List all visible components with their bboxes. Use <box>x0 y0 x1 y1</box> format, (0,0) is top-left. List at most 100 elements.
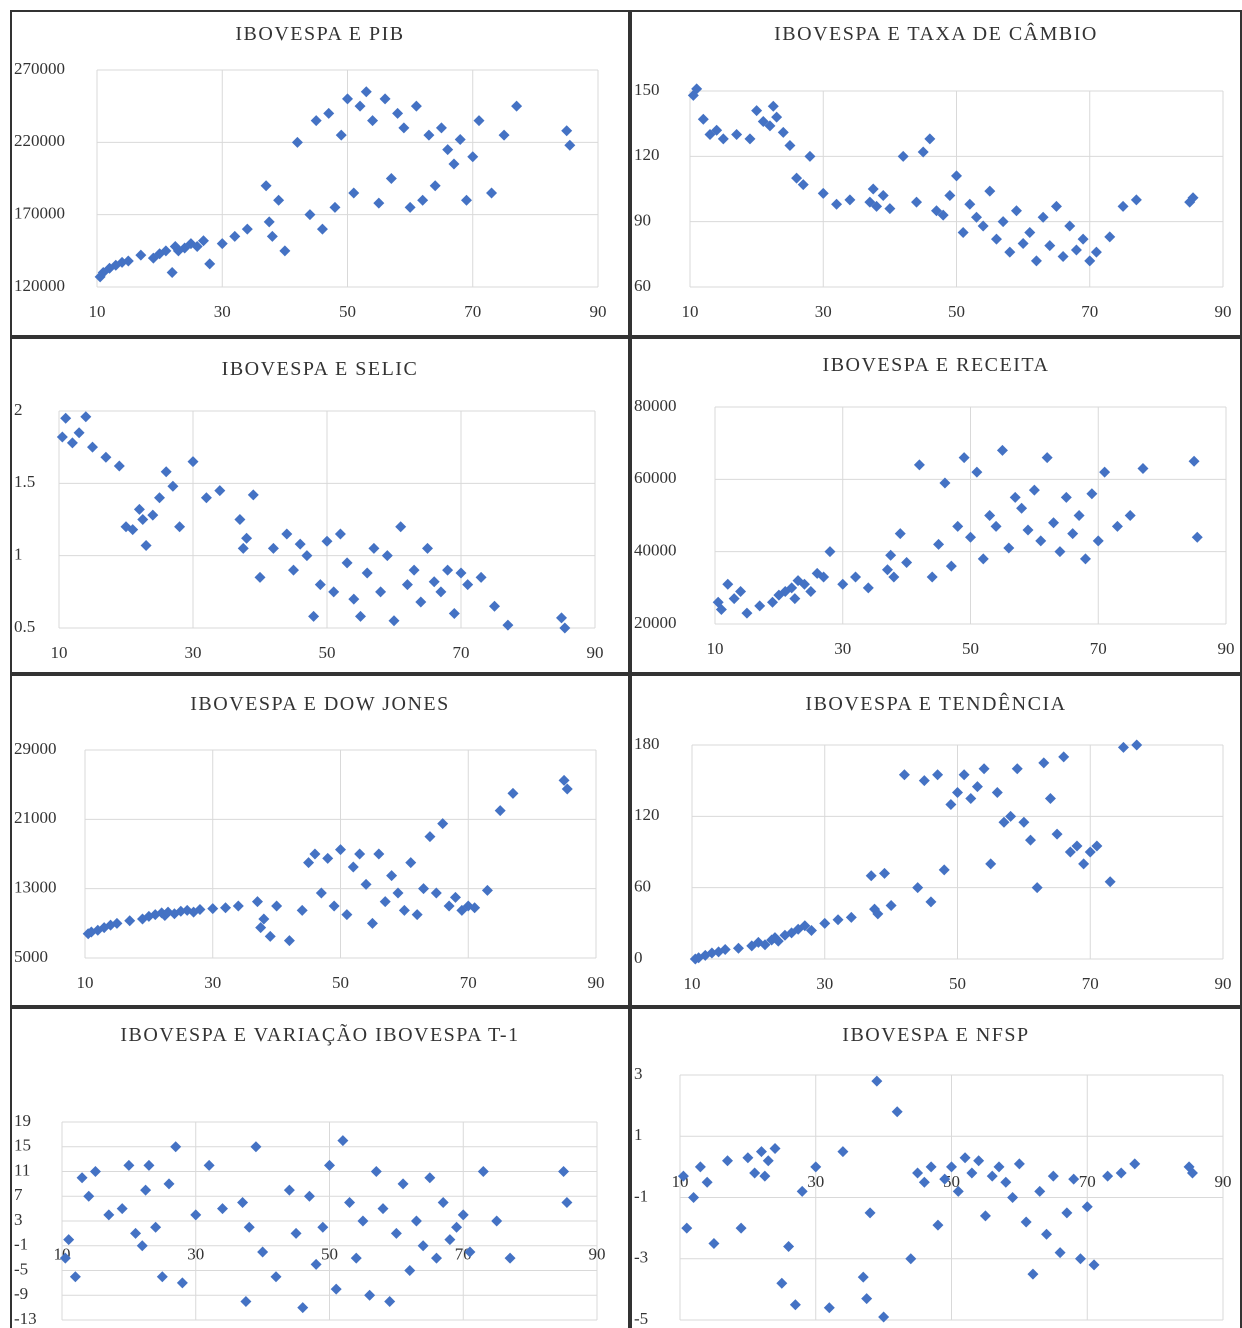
data-point <box>379 896 391 908</box>
data-point <box>1050 200 1062 212</box>
data-point <box>360 86 372 98</box>
data-point <box>1104 231 1116 243</box>
data-point <box>1187 192 1199 204</box>
data-point <box>429 180 441 192</box>
data-point <box>113 460 125 472</box>
y-tick-label: 15 <box>14 1136 31 1155</box>
chart-title: IBOVESPA E NFSP <box>842 1024 1030 1046</box>
data-point <box>993 1161 1005 1173</box>
data-point <box>56 431 68 443</box>
data-point <box>243 1221 255 1233</box>
data-point <box>1004 246 1016 258</box>
data-point <box>561 783 573 795</box>
data-point <box>454 133 466 145</box>
data-point <box>317 1221 329 1233</box>
data-point <box>823 1302 835 1314</box>
data-point <box>697 113 709 125</box>
data-point <box>755 1146 767 1158</box>
data-point <box>1191 531 1203 543</box>
data-point <box>561 1196 573 1208</box>
data-point <box>1188 455 1200 467</box>
data-point <box>797 179 809 191</box>
data-point <box>314 579 326 591</box>
data-point <box>1020 1216 1032 1228</box>
data-point <box>491 1215 503 1227</box>
data-point <box>977 220 989 232</box>
x-tick-label: 90 <box>1215 1172 1232 1191</box>
data-point <box>80 411 92 423</box>
data-point <box>89 1166 101 1177</box>
data-point <box>334 528 346 540</box>
data-point <box>1011 763 1023 775</box>
chart-title: IBOVESPA E TENDÊNCIA <box>805 693 1067 715</box>
data-point <box>122 255 134 267</box>
data-point <box>1074 1253 1086 1265</box>
data-point <box>494 805 506 817</box>
data-point <box>194 903 206 915</box>
data-point <box>888 571 900 583</box>
data-point <box>971 781 983 793</box>
data-point <box>952 1185 964 1197</box>
data-point <box>764 120 776 132</box>
data-point <box>952 520 964 532</box>
data-point <box>424 831 436 843</box>
data-point <box>241 223 253 235</box>
data-point <box>1071 840 1083 852</box>
data-point <box>877 190 889 202</box>
data-point <box>1067 528 1079 540</box>
data-point <box>1129 1158 1141 1170</box>
y-tick-label: 3 <box>14 1210 23 1229</box>
data-point <box>784 139 796 151</box>
data-point <box>751 105 763 117</box>
y-tick-label: 170000 <box>14 204 65 223</box>
data-point <box>498 129 510 141</box>
data-point <box>97 267 109 279</box>
data-point <box>410 1215 422 1227</box>
chart-panel: 60 90 120 150 10 30 50 70 90 IBOVESPA E TAXA DE C… <box>630 10 1242 337</box>
data-point <box>288 564 299 576</box>
data-point <box>63 1234 75 1246</box>
data-point <box>303 857 315 869</box>
data-point <box>1099 466 1111 478</box>
data-point <box>772 935 784 947</box>
data-point <box>766 596 778 608</box>
data-point <box>884 203 896 215</box>
data-point <box>1078 858 1090 870</box>
data-point <box>271 900 283 912</box>
data-point <box>977 553 989 565</box>
data-point <box>1013 1158 1025 1170</box>
data-point <box>1054 1247 1066 1259</box>
data-point <box>891 1106 903 1118</box>
data-point <box>335 129 347 141</box>
data-point <box>207 903 219 915</box>
data-point <box>390 1227 402 1239</box>
data-point <box>370 1166 382 1177</box>
data-point <box>917 146 929 158</box>
data-point <box>431 1252 442 1264</box>
chart: 5000 13000 21000 29000 10 30 50 70 90 <box>14 739 605 992</box>
data-point <box>366 917 378 929</box>
data-point <box>926 571 938 583</box>
data-point <box>368 542 380 554</box>
data-point <box>742 1152 754 1164</box>
data-point <box>951 170 962 182</box>
data-point <box>267 542 279 554</box>
data-point <box>978 763 990 775</box>
y-tick-label: 0.5 <box>14 617 35 636</box>
data-point <box>341 909 353 921</box>
data-point <box>762 1155 774 1167</box>
data-point <box>944 190 956 202</box>
data-point <box>878 1311 890 1323</box>
chart-title: IBOVESPA E PIB <box>235 23 405 45</box>
data-point <box>377 1203 389 1215</box>
data-point <box>984 510 996 521</box>
data-point <box>257 1246 269 1258</box>
data-point <box>1044 240 1056 252</box>
data-point <box>254 571 266 583</box>
y-tick-label: -1 <box>634 1186 648 1205</box>
data-point <box>324 1159 335 1171</box>
data-point <box>918 1176 930 1188</box>
data-point <box>1117 200 1129 212</box>
x-tick-label: 50 <box>339 302 356 321</box>
